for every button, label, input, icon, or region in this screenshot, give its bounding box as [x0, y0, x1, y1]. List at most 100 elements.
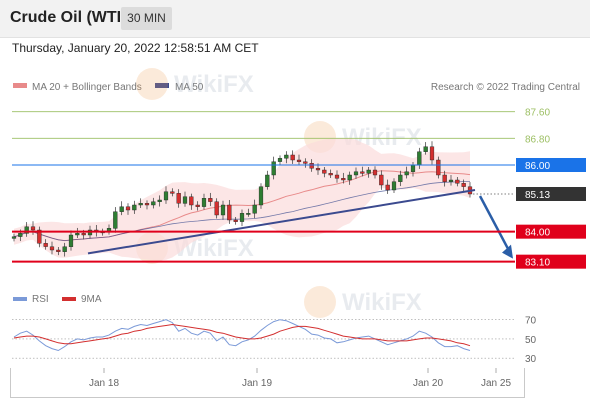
candle: [68, 234, 74, 247]
candle: [353, 171, 359, 176]
time-tick-label: Jan 20: [413, 378, 443, 389]
ma50-legend-label: MA 50: [175, 82, 204, 93]
candle: [290, 154, 295, 161]
candle: [125, 206, 131, 211]
watermark-4: WikiFX: [304, 286, 422, 318]
candle: [220, 204, 226, 216]
candle: [429, 146, 435, 161]
candle: [391, 181, 397, 191]
candle: [30, 226, 36, 231]
price-tag-label: 86.00: [525, 161, 550, 172]
time-tick-label: Jan 25: [481, 378, 511, 389]
candle: [132, 204, 137, 211]
rsi-tick-label: 50: [525, 335, 537, 346]
candle: [347, 174, 352, 181]
candle: [423, 146, 428, 152]
rsi-ma-line: [13, 323, 471, 347]
chart-timestamp: Thursday, January 20, 2022 12:58:51 AM C…: [12, 41, 259, 55]
candle: [366, 169, 371, 174]
price-levels: 87.60 86.80 86.00 85.13 84.00 83.10: [12, 108, 586, 269]
rsi-tick-label: 30: [525, 354, 537, 365]
candle: [372, 169, 378, 176]
ma20-legend-label: MA 20 + Bollinger Bands: [32, 82, 142, 93]
price-tag: [516, 254, 586, 269]
candle: [182, 196, 188, 204]
candle: [195, 204, 200, 207]
price-tag-label: 83.10: [525, 258, 550, 269]
time-axis: Jan 18 Jan 19 Jan 20 Jan 25: [89, 368, 511, 389]
rsi-line: [13, 319, 471, 352]
candle: [49, 246, 55, 251]
price-tag-label: 84.00: [525, 228, 550, 239]
ma20-legend-swatch: [13, 83, 27, 88]
ma50-legend-swatch: [155, 83, 169, 88]
candle: [227, 204, 232, 221]
candle: [461, 183, 466, 187]
candle: [334, 174, 340, 179]
candle: [341, 178, 346, 181]
candle: [246, 213, 251, 215]
candle: [284, 154, 289, 159]
candle: [214, 201, 219, 216]
candle: [309, 163, 314, 169]
candle: [448, 179, 454, 182]
chart-header: Crude Oil (WTI) 30 MIN: [0, 0, 590, 38]
rsi-legend-swatch: [13, 297, 27, 301]
candle: [170, 191, 175, 194]
watermark-text: WikiFX: [174, 71, 254, 98]
rsi-ma-legend-swatch: [62, 297, 76, 301]
candle: [385, 184, 390, 191]
candle: [436, 159, 441, 176]
candle: [271, 161, 276, 176]
rsi-ma-legend-label: 9MA: [81, 294, 102, 305]
candlestick-plot: [11, 138, 513, 261]
candle: [11, 236, 17, 239]
copyright-text: Research © 2022 Trading Central: [431, 82, 580, 93]
candle: [189, 196, 194, 206]
candle: [296, 159, 302, 162]
candle: [360, 171, 365, 174]
price-tag: [516, 187, 586, 201]
candle: [151, 201, 156, 206]
candle: [303, 161, 308, 164]
candle: [176, 193, 181, 204]
candle: [144, 203, 150, 206]
candle: [322, 169, 327, 174]
candle: [233, 219, 238, 222]
candle: [398, 174, 403, 182]
candle: [265, 174, 270, 187]
candle: [239, 213, 245, 222]
candle: [119, 206, 124, 212]
candle: [442, 174, 447, 182]
price-level-label: 86.80: [525, 134, 550, 145]
candle: [315, 168, 321, 171]
candle: [62, 246, 67, 252]
candle: [113, 211, 118, 229]
watermark-1: WikiFX: [136, 68, 254, 100]
candle: [37, 229, 42, 244]
price-tag: [516, 224, 586, 239]
candle: [252, 204, 257, 214]
price-tag-label: 85.13: [525, 190, 550, 201]
candle: [277, 158, 283, 162]
candle: [56, 249, 61, 252]
interval-button[interactable]: 30 MIN: [121, 7, 172, 30]
time-axis-frame: [10, 368, 525, 398]
time-tick-label: Jan 18: [89, 378, 119, 389]
rsi-legend-label: RSI: [32, 294, 49, 305]
candle: [163, 191, 169, 201]
candle: [258, 186, 264, 206]
time-tick-label: Jan 19: [242, 378, 272, 389]
candle: [417, 151, 422, 166]
price-level-label: 87.60: [525, 108, 550, 119]
watermark-text: WikiFX: [342, 289, 422, 316]
projection-arrow-icon: [502, 244, 513, 259]
candle: [379, 174, 384, 186]
candle: [81, 233, 86, 236]
candle: [157, 199, 162, 202]
candle: [18, 233, 23, 237]
instrument-title: Crude Oil (WTI): [10, 9, 127, 26]
candle: [328, 173, 333, 176]
candle: [455, 179, 460, 184]
